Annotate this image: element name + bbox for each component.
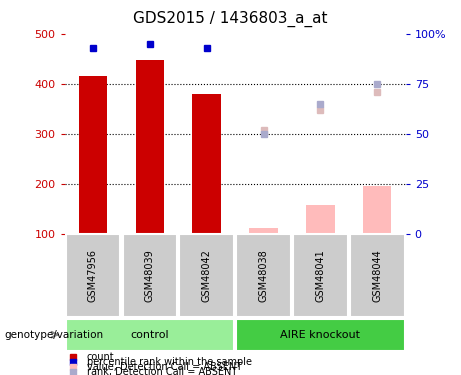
Bar [65, 234, 120, 317]
Bar [236, 234, 291, 317]
Text: genotype/variation: genotype/variation [5, 330, 104, 340]
Bar [350, 234, 405, 317]
Text: rank, Detection Call = ABSENT: rank, Detection Call = ABSENT [87, 367, 237, 375]
Text: AIRE knockout: AIRE knockout [280, 330, 361, 340]
Bar [363, 186, 391, 234]
Text: value, Detection Call = ABSENT: value, Detection Call = ABSENT [87, 362, 242, 372]
Text: GDS2015 / 1436803_a_at: GDS2015 / 1436803_a_at [133, 11, 328, 27]
Text: GSM48039: GSM48039 [145, 249, 155, 302]
Bar [136, 60, 164, 234]
Text: GSM47956: GSM47956 [88, 249, 98, 302]
Bar [306, 205, 335, 234]
Bar [236, 319, 405, 351]
Text: count: count [87, 351, 114, 361]
Bar [293, 234, 348, 317]
Text: GSM48042: GSM48042 [201, 249, 212, 302]
Text: percentile rank within the sample: percentile rank within the sample [87, 357, 252, 367]
Bar [193, 94, 221, 234]
Text: GSM48041: GSM48041 [315, 249, 325, 302]
Bar [79, 76, 107, 234]
Bar [249, 228, 278, 234]
Text: control: control [130, 330, 169, 340]
Bar [65, 319, 234, 351]
Bar [123, 234, 177, 317]
Text: GSM48038: GSM48038 [259, 249, 269, 302]
Bar [179, 234, 234, 317]
Text: GSM48044: GSM48044 [372, 249, 382, 302]
